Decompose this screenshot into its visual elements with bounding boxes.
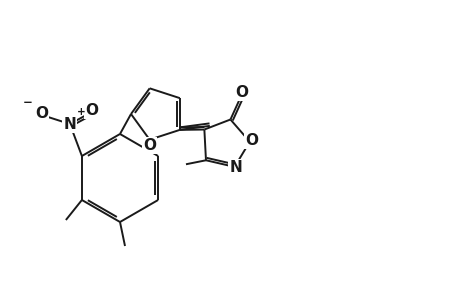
Text: N: N xyxy=(63,116,76,131)
Text: +: + xyxy=(76,107,85,117)
Text: O: O xyxy=(143,138,156,153)
Text: −: − xyxy=(23,95,33,109)
Text: N: N xyxy=(229,160,241,175)
Text: O: O xyxy=(35,106,48,121)
Text: O: O xyxy=(235,85,247,100)
Text: O: O xyxy=(85,103,98,118)
Text: O: O xyxy=(245,133,257,148)
